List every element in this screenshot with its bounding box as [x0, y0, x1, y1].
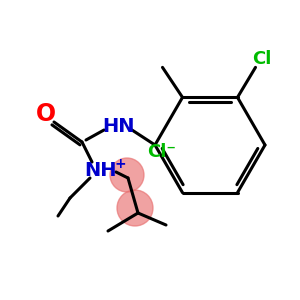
Text: O: O — [36, 102, 56, 126]
Text: Cl⁻: Cl⁻ — [148, 143, 176, 161]
Text: HN: HN — [102, 116, 134, 136]
Circle shape — [110, 158, 144, 192]
Text: NH: NH — [84, 160, 116, 179]
Text: +: + — [114, 157, 126, 171]
Text: Cl: Cl — [252, 50, 271, 68]
Circle shape — [117, 190, 153, 226]
